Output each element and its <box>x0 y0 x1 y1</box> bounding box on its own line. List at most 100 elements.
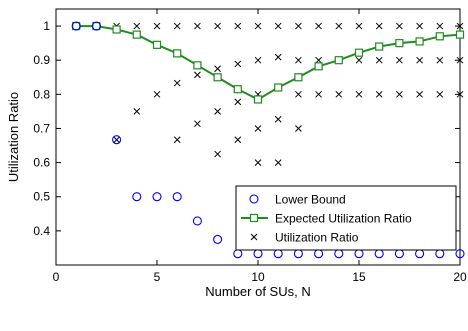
utilization-ratio-point <box>436 56 444 64</box>
expected-utilization-ratio-point <box>233 85 242 94</box>
expected-utilization-ratio-point <box>173 49 182 58</box>
expected-utilization-ratio-point <box>334 56 343 65</box>
utilization-ratio-point <box>254 159 262 166</box>
utilization-ratio-point <box>295 90 302 98</box>
utilization-ratio-point <box>274 53 282 61</box>
legend-circle-marker <box>249 194 259 204</box>
utilization-ratio-point <box>416 90 423 98</box>
utilization-ratio-point <box>234 98 242 106</box>
utilization-ratio-point <box>214 108 221 115</box>
series-layer <box>71 21 465 259</box>
utilization-ratio-point <box>173 79 181 87</box>
utilization-ratio-point <box>194 22 201 30</box>
utilization-ratio-point <box>315 22 322 30</box>
legend-square-marker <box>249 213 259 223</box>
x-tick-label: 0 <box>53 270 60 284</box>
utilization-ratio-point <box>375 56 383 64</box>
expected-utilization-ratio-point <box>152 40 162 49</box>
legend-x-marker <box>250 233 258 241</box>
utilization-ratio-point <box>335 90 343 98</box>
utilization-ratio-point <box>194 120 201 128</box>
series-expected-utilization-ratio <box>72 21 465 104</box>
utilization-ratio-point <box>254 125 262 132</box>
expected-utilization-ratio-point <box>253 95 263 104</box>
utilization-ratio-point <box>456 90 464 98</box>
utilization-ratio-point <box>173 22 181 30</box>
utilization-ratio-point <box>234 60 242 68</box>
utilization-ratio-point <box>295 22 302 30</box>
x-tick-label: 15 <box>352 270 366 284</box>
legend-label-expected-utilization-ratio: Expected Utilization Ratio <box>275 212 412 226</box>
y-tick-label: 1 <box>43 19 50 33</box>
y-tick-label: 0.6 <box>33 156 50 170</box>
utilization-ratio-point <box>436 22 444 30</box>
y-tick-label: 0.5 <box>33 190 50 204</box>
utilization-ratio-point <box>153 90 161 98</box>
utilization-ratio-point <box>335 22 343 30</box>
y-axis-ticks: 0.4 0.5 0.6 0.7 0.8 0.9 1 <box>33 19 460 238</box>
lower-bound-point <box>172 192 182 202</box>
utilization-ratio-point <box>173 136 181 144</box>
utilization-ratio-point <box>436 90 444 98</box>
utilization-ratio-point <box>234 22 242 30</box>
expected-utilization-ratio-point <box>415 37 424 46</box>
utilization-ratio-point <box>355 56 363 64</box>
expected-utilization-ratio-point <box>294 73 303 82</box>
utilization-ratio-point <box>295 125 302 132</box>
x-tick-label: 5 <box>154 270 161 284</box>
y-tick-label: 0.8 <box>33 87 50 101</box>
y-tick-label: 0.7 <box>33 121 50 135</box>
lower-bound-point <box>455 249 465 259</box>
utilization-ratio-point <box>133 22 141 30</box>
utilization-ratio-point <box>375 90 383 98</box>
legend-box <box>235 185 457 251</box>
utilization-ratio-point <box>214 22 221 30</box>
lower-bound-point <box>192 216 202 226</box>
expected-utilization-ratio-point <box>132 30 141 39</box>
legend-label-utilization-ratio: Utilization Ratio <box>275 231 359 245</box>
utilization-ratio-point <box>153 22 161 30</box>
utilization-ratio-point <box>315 56 322 64</box>
lower-bound-point <box>213 234 223 244</box>
utilization-ratio-point <box>113 136 120 144</box>
expected-utilization-ratio-point <box>213 73 222 82</box>
expected-utilization-ratio-point <box>435 32 444 41</box>
utilization-ratio-point <box>274 22 282 30</box>
x-axis-title: Number of SUs, N <box>205 284 310 299</box>
y-axis-title: Utilization Ratio <box>6 92 21 182</box>
utilization-ratio-point <box>396 90 403 98</box>
expected-utilization-ratio-point <box>395 39 404 48</box>
x-axis-ticks: 0 5 10 15 20 <box>53 9 467 284</box>
y-tick-label: 0.9 <box>33 53 50 67</box>
utilization-ratio-point <box>194 71 201 79</box>
expected-utilization-ratio-point <box>193 61 202 70</box>
utilization-ratio-point <box>295 56 302 64</box>
x-tick-label: 20 <box>453 270 467 284</box>
utilization-ratio-point <box>416 56 423 64</box>
utilization-ratio-point <box>315 90 322 98</box>
utilization-ratio-point <box>355 90 363 98</box>
utilization-ratio-point <box>254 56 262 64</box>
utilization-ratio-point <box>133 108 141 115</box>
expected-utilization-ratio-point <box>375 42 384 51</box>
utilization-ratio-point <box>274 159 282 166</box>
lower-bound-point <box>132 192 142 202</box>
utilization-ratio-point <box>254 22 262 30</box>
x-tick-label: 10 <box>251 270 265 284</box>
utilization-ratio-point <box>396 22 403 30</box>
utilization-ratio-point <box>375 22 383 30</box>
utilization-ratio-point <box>416 22 423 30</box>
utilization-ratio-point <box>274 115 282 123</box>
expected-utilization-ratio-point <box>314 62 323 71</box>
y-tick-label: 0.4 <box>33 224 50 238</box>
lower-bound-point <box>152 192 162 202</box>
utilization-ratio-point <box>396 56 403 64</box>
utilization-ratio-point <box>234 136 242 144</box>
expected-utilization-ratio-point <box>112 25 121 34</box>
legend: Lower Bound Expected Utilization Ratio U… <box>235 185 457 251</box>
utilization-ratio-point <box>456 22 464 30</box>
legend-item-expected-utilization-ratio: Expected Utilization Ratio <box>241 212 412 226</box>
utilization-ratio-point <box>214 150 221 158</box>
utilization-ratio-point <box>456 56 464 64</box>
